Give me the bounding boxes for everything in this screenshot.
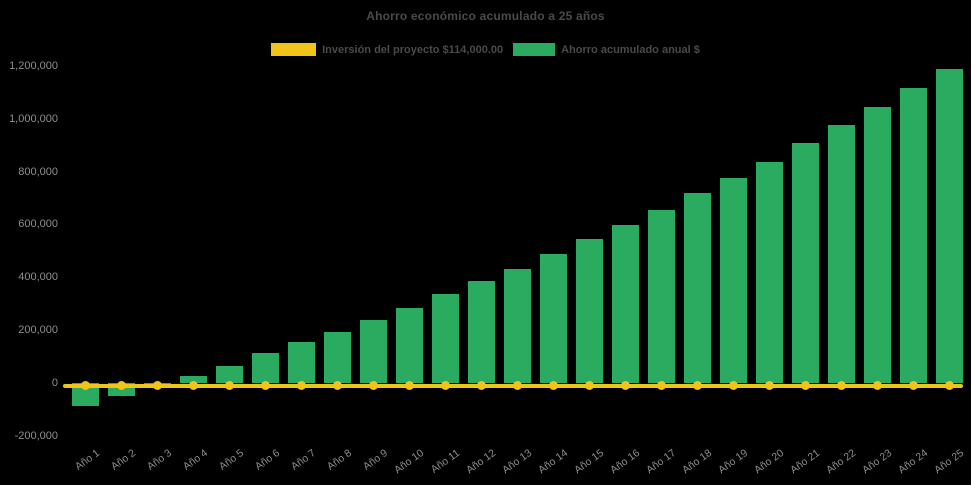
bar-año-6 — [252, 353, 279, 384]
investment-line-marker — [153, 381, 162, 391]
bar-año-17 — [648, 209, 675, 384]
investment-line-marker — [333, 381, 342, 391]
y-axis-tick-label: 0 — [51, 376, 58, 389]
investment-line-marker — [405, 381, 414, 391]
y-axis-tick-label: 1,000,000 — [9, 112, 58, 125]
investment-line-marker — [801, 381, 810, 391]
investment-line-marker — [81, 381, 90, 391]
investment-line-marker — [945, 381, 954, 391]
bar-año-9 — [360, 320, 387, 384]
bar-año-4 — [180, 375, 207, 384]
y-axis-tick-label: 1,200,000 — [9, 60, 58, 72]
legend-item-inversion: Inversión del proyecto $114,000.00 — [271, 43, 503, 56]
bar-año-23 — [864, 106, 891, 384]
bar-año-20 — [756, 161, 783, 384]
bar-año-22 — [828, 124, 855, 384]
investment-line-marker — [225, 381, 234, 391]
bar-año-18 — [684, 193, 711, 384]
investment-line-marker — [765, 381, 774, 391]
bar-año-8 — [324, 331, 351, 384]
investment-line-marker — [297, 381, 306, 391]
y-axis-tick-label: 800,000 — [18, 165, 58, 178]
investment-line-marker — [369, 381, 378, 391]
bar-año-14 — [540, 254, 567, 384]
bar-año-11 — [432, 294, 459, 384]
bar-año-1 — [72, 383, 99, 406]
investment-line-marker — [189, 381, 198, 391]
investment-line-marker — [621, 381, 630, 391]
legend-swatch-inversion — [271, 43, 317, 56]
legend-label-inversion: Inversión del proyecto $114,000.00 — [322, 43, 504, 56]
legend-swatch-ahorro — [513, 43, 556, 56]
investment-line-marker — [513, 381, 522, 391]
investment-line-marker — [909, 381, 918, 391]
bar-año-19 — [720, 178, 747, 384]
bar-año-25 — [936, 69, 963, 384]
legend-label-ahorro: Ahorro acumulado anual $ — [561, 43, 700, 56]
bar-año-5 — [216, 365, 243, 384]
chart-legend: Inversión del proyecto $114,000.00 Ahorr… — [0, 43, 971, 56]
investment-line-marker — [729, 381, 738, 391]
bar-año-13 — [504, 268, 531, 384]
legend-item-ahorro: Ahorro acumulado anual $ — [513, 43, 700, 56]
y-axis-tick-label: 400,000 — [18, 271, 58, 284]
bar-año-7 — [288, 341, 315, 384]
bar-año-10 — [396, 308, 423, 384]
investment-line-marker — [585, 381, 594, 391]
investment-line-marker — [261, 381, 270, 391]
investment-line-marker — [693, 381, 702, 391]
investment-line-marker — [837, 381, 846, 391]
investment-line-marker — [117, 381, 126, 391]
chart-title: Ahorro económico acumulado a 25 años — [366, 9, 605, 23]
bar-año-12 — [468, 280, 495, 384]
y-axis-tick-label: 600,000 — [18, 218, 58, 231]
investment-line-marker — [441, 381, 450, 391]
investment-line-marker — [549, 381, 558, 391]
y-axis-tick-label: 200,000 — [18, 324, 58, 336]
bar-año-24 — [900, 87, 927, 384]
investment-line-marker — [873, 381, 882, 391]
bar-año-15 — [576, 238, 603, 384]
investment-line-marker — [477, 381, 486, 391]
bar-año-21 — [792, 142, 819, 384]
bar-año-16 — [612, 225, 639, 384]
y-axis-tick-label: -200,000 — [14, 429, 58, 442]
investment-line-marker — [657, 381, 666, 391]
